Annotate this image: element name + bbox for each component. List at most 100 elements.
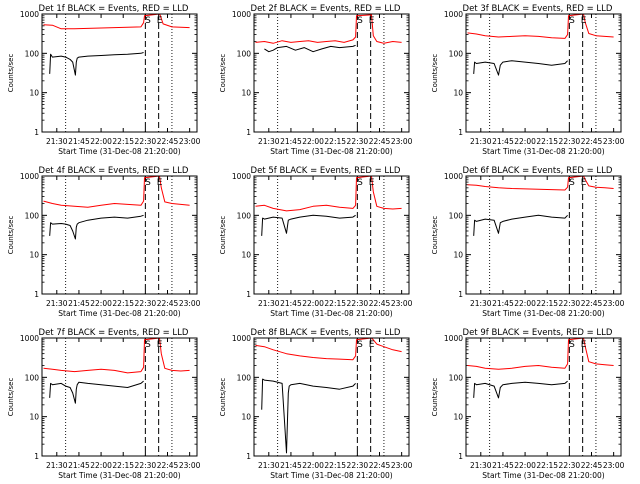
y-tick-label: 100 [449,211,464,220]
x-tick-label: 22:15 [112,299,134,308]
x-axis-label: Start Time (31-Dec-08 21:20:00) [58,147,180,156]
y-tick-label: 10 [29,251,39,260]
x-tick-label: 22:15 [324,461,346,470]
x-tick-label: 23:00 [391,299,413,308]
series-line-lld [467,13,614,39]
x-tick-label: 21:30 [258,461,280,470]
marker-e: E [369,16,375,26]
x-tick-label: 22:45 [369,461,391,470]
x-tick-label: 21:30 [258,299,280,308]
x-tick-label: 22:00 [302,461,324,470]
x-tick-label: 21:45 [492,299,514,308]
marker-e: E [369,178,375,188]
y-tick-label: 10 [453,251,463,260]
y-tick-label: 10 [29,89,39,98]
series-line-lld [43,13,190,30]
marker-e: E [581,178,587,188]
y-tick-label: 10 [241,251,251,260]
panel-3: Det 3f BLACK = Events, RED = LLD Counts/s… [431,4,625,156]
panel-7: Det 7f BLACK = Events, RED = LLD Counts/s… [7,328,201,480]
panel-title: Det 8f BLACK = Events, RED = LLD [251,328,401,338]
y-tick-label: 1000 [20,334,39,343]
y-tick-label: 1 [34,452,39,461]
x-tick-label: 22:45 [157,137,179,146]
x-tick-label: 22:15 [324,137,346,146]
x-axis-label: Start Time (31-Dec-08 21:20:00) [58,309,180,318]
y-tick-label: 100 [237,373,252,382]
x-tick-label: 22:30 [347,299,369,308]
x-tick-label: 22:30 [559,137,581,146]
series-line-events [49,52,144,76]
x-axis-label: Start Time (31-Dec-08 21:20:00) [482,147,604,156]
marker-e: E [157,340,163,350]
x-tick-label: 21:30 [46,137,68,146]
x-tick-label: 22:30 [559,299,581,308]
x-tick-label: 21:45 [68,299,90,308]
marker-s: S [357,178,363,188]
marker-s: S [569,340,575,350]
y-tick-label: 1 [246,452,251,461]
x-tick-label: 21:45 [68,461,90,470]
marker-e: E [369,340,375,350]
axes-frame [465,337,622,457]
series-line-lld [255,14,402,44]
axes-frame [253,175,410,295]
x-tick-label: 22:30 [347,137,369,146]
x-axis-label: Start Time (31-Dec-08 21:20:00) [482,309,604,318]
y-tick-label: 1000 [20,172,39,181]
panel-9: Det 9f BLACK = Events, RED = LLD Counts/s… [431,328,625,480]
x-tick-label: 21:45 [492,137,514,146]
x-tick-label: 22:00 [90,461,112,470]
panel-title: Det 3f BLACK = Events, RED = LLD [463,4,613,14]
x-tick-label: 22:30 [347,461,369,470]
x-tick-label: 22:45 [157,299,179,308]
x-tick-label: 21:30 [470,299,492,308]
x-axis-label: Start Time (31-Dec-08 21:20:00) [270,471,392,480]
series-line-lld [467,337,614,370]
panel-title: Det 7f BLACK = Events, RED = LLD [39,328,189,338]
x-tick-label: 22:45 [369,137,391,146]
x-tick-label: 22:00 [302,299,324,308]
y-tick-label: 10 [453,413,463,422]
panel-title: Det 6f BLACK = Events, RED = LLD [463,166,613,176]
y-tick-label: 10 [241,413,251,422]
y-tick-label: 1 [34,128,39,137]
x-tick-label: 22:15 [536,461,558,470]
marker-s: S [569,178,575,188]
x-tick-label: 22:15 [112,461,134,470]
panel-8: Det 8f BLACK = Events, RED = LLD Counts/s… [219,328,413,480]
x-tick-label: 21:45 [280,137,302,146]
series-line-events [49,214,144,240]
x-tick-label: 21:30 [470,461,492,470]
y-tick-label: 1 [458,290,463,299]
x-tick-label: 22:45 [581,299,603,308]
y-tick-label: 100 [449,373,464,382]
x-tick-label: 23:00 [179,137,201,146]
axes-frame [41,337,198,457]
y-tick-label: 1 [246,128,251,137]
panel-6: Det 6f BLACK = Events, RED = LLD Counts/s… [431,166,625,318]
series-line-events [264,44,356,53]
x-tick-label: 21:45 [492,461,514,470]
x-tick-label: 21:30 [470,137,492,146]
axes-frame [253,13,410,133]
y-tick-label: 1 [458,452,463,461]
x-tick-label: 22:15 [324,299,346,308]
y-tick-label: 100 [25,373,40,382]
series-line-events [49,380,144,404]
x-axis-label: Start Time (31-Dec-08 21:20:00) [270,147,392,156]
marker-s: S [357,340,363,350]
x-tick-label: 21:45 [280,461,302,470]
x-tick-label: 22:30 [135,299,157,308]
marker-s: S [569,16,575,26]
y-tick-label: 1000 [232,172,251,181]
x-axis-label: Start Time (31-Dec-08 21:20:00) [58,471,180,480]
x-tick-label: 23:00 [603,137,625,146]
y-tick-label: 1000 [444,10,463,19]
series-line-lld [255,175,402,212]
panel-title: Det 2f BLACK = Events, RED = LLD [251,4,401,14]
panel-title: Det 1f BLACK = Events, RED = LLD [39,4,189,14]
x-tick-label: 22:00 [90,137,112,146]
